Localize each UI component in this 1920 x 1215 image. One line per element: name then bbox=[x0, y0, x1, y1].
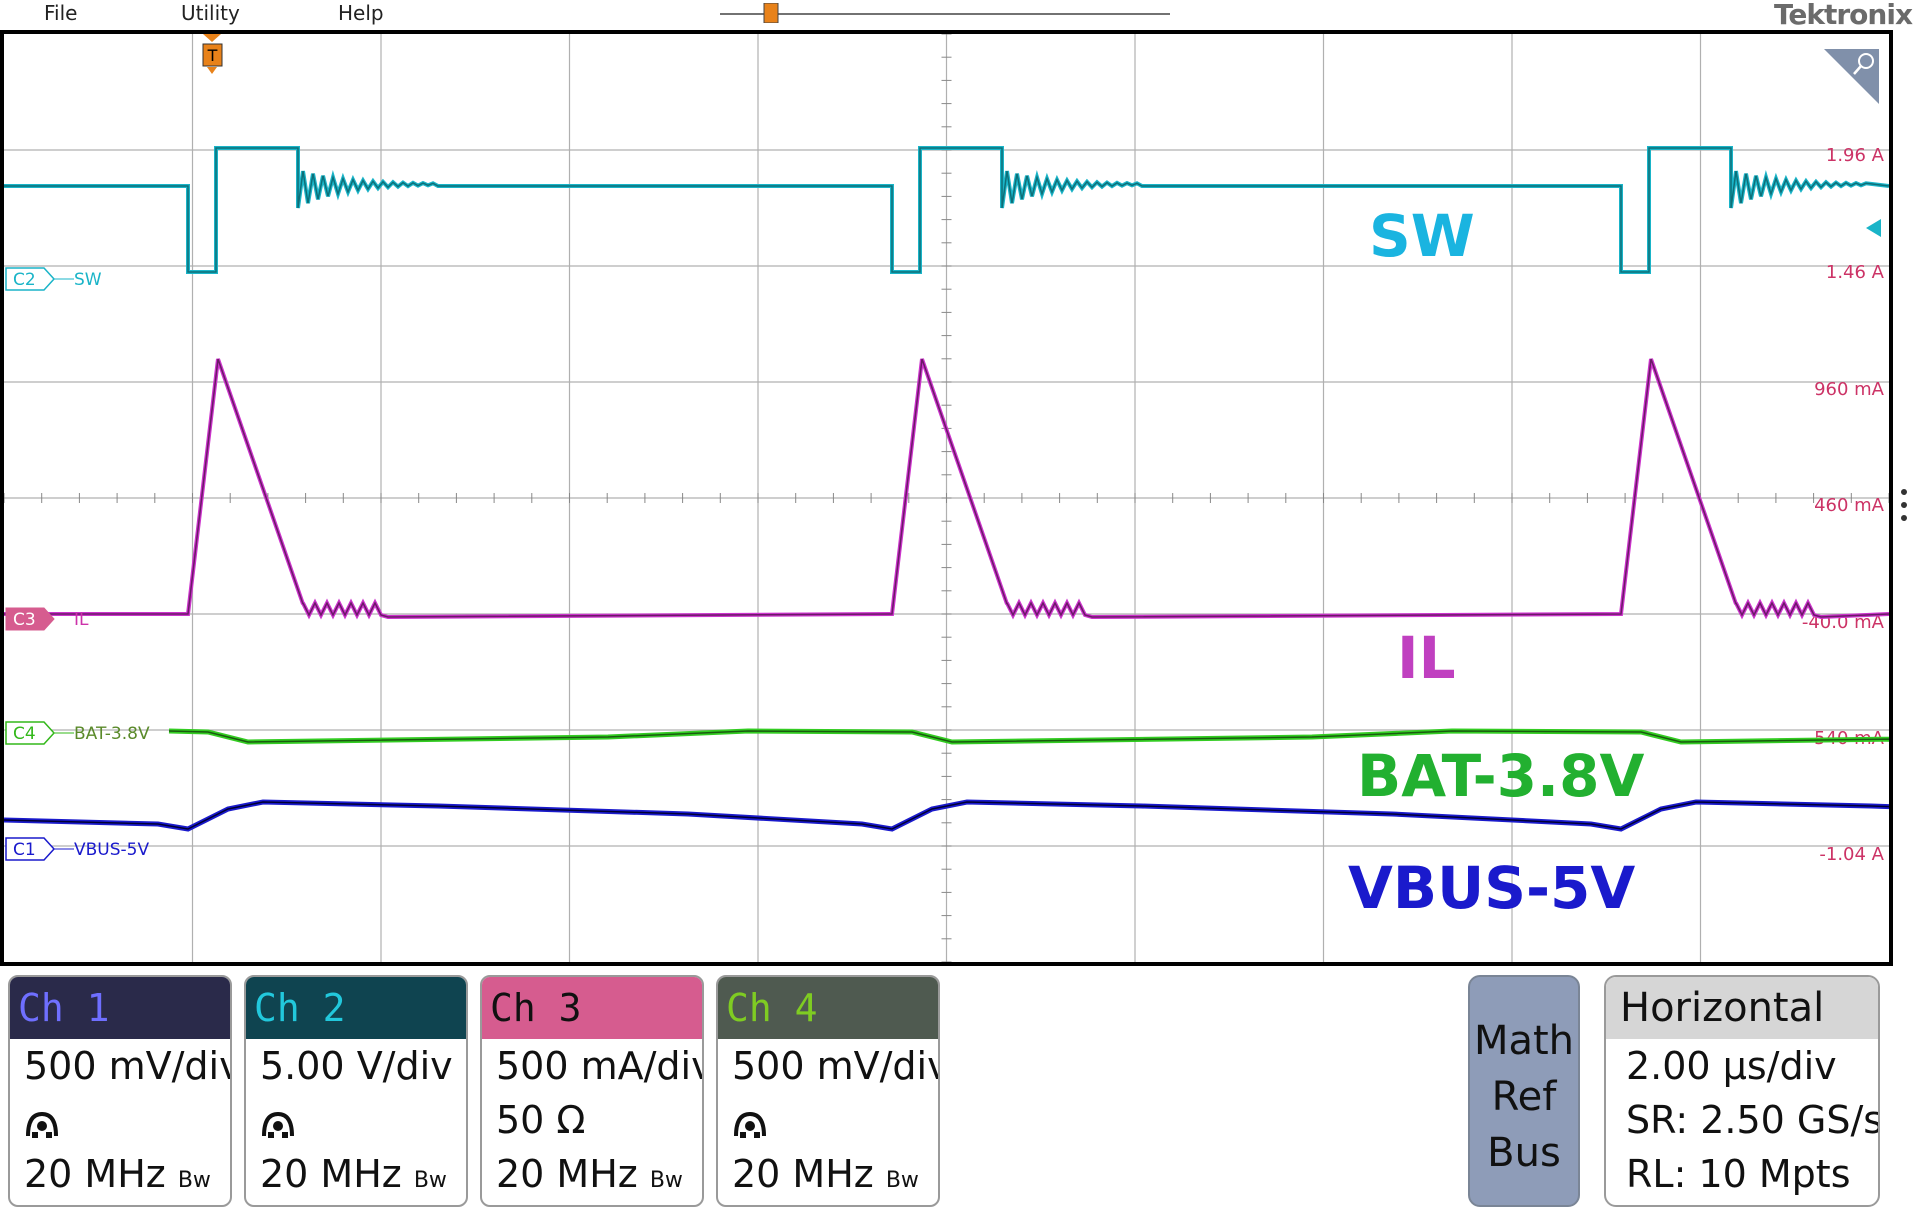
ref-label: Ref bbox=[1491, 1074, 1557, 1120]
horizontal-badge[interactable]: Horizontal 2.00 µs/div SR: 2.50 GS/s RL:… bbox=[1604, 975, 1880, 1207]
channel-tag-c3[interactable]: C3 IL bbox=[5, 607, 89, 631]
badge-scale: 500 mV/div bbox=[732, 1044, 940, 1088]
badge-probe bbox=[10, 1093, 230, 1147]
horizontal-title: Horizontal bbox=[1606, 977, 1878, 1039]
menu-bar: File Utility Help Tektronix bbox=[0, 0, 1920, 31]
badge-bandwidth: 20 MHz Bw bbox=[482, 1147, 702, 1205]
channel-tag-c2-label: C2 bbox=[13, 270, 36, 290]
badge-termination: 50 Ω bbox=[496, 1098, 586, 1142]
scale-label-neg104a: -1.04 A bbox=[1819, 844, 1884, 865]
zoom-magnifier-icon[interactable] bbox=[1824, 49, 1879, 104]
channel-badge-ch4[interactable]: Ch 4 500 mV/div 20 MHz Bw bbox=[716, 975, 940, 1207]
annotation-il: IL bbox=[1397, 624, 1456, 692]
annotation-vbus: VBUS-5V bbox=[1348, 854, 1636, 922]
badge-bandwidth: 20 MHz Bw bbox=[718, 1147, 938, 1205]
waveform-label-bat: BAT-3.8V bbox=[74, 724, 150, 744]
annotation-sw: SW bbox=[1369, 202, 1475, 270]
channel-tag-c3-label: C3 bbox=[13, 610, 36, 630]
waveform-sw-trace bbox=[4, 147, 1889, 273]
trigger-marker-label: T bbox=[207, 46, 218, 65]
badge-scale: 5.00 V/div bbox=[260, 1044, 453, 1088]
scale-label-960ma: 960 mA bbox=[1814, 379, 1885, 400]
badge-bandwidth: 20 MHz Bw bbox=[246, 1147, 466, 1205]
waveform-label-sw: SW bbox=[74, 270, 102, 290]
math-ref-bus-button[interactable]: Math Ref Bus bbox=[1468, 975, 1580, 1207]
horizontal-sample-rate: SR: 2.50 GS/s bbox=[1626, 1098, 1880, 1142]
annotation-bat: BAT-3.8V bbox=[1357, 742, 1645, 810]
waveform-vbus-trace bbox=[4, 801, 1889, 830]
badge-title: Ch 1 bbox=[10, 977, 230, 1039]
bw-limit-icon: Bw bbox=[413, 1168, 447, 1193]
trigger-position-bar[interactable] bbox=[720, 3, 1170, 23]
channel-tag-c1-label: C1 bbox=[13, 840, 36, 860]
badge-probe bbox=[246, 1093, 466, 1147]
waveform-display[interactable]: T 1.96 A 1.46 A 960 mA 460 mA -40.0 mA -… bbox=[0, 30, 1893, 966]
scale-label-196a: 1.96 A bbox=[1826, 145, 1885, 166]
waveform-il-trace bbox=[4, 358, 1889, 618]
badge-title: Ch 2 bbox=[246, 977, 466, 1039]
side-menu-dots-icon[interactable] bbox=[1900, 487, 1908, 527]
scale-labels: 1.96 A 1.46 A 960 mA 460 mA -40.0 mA -54… bbox=[1802, 145, 1885, 865]
horizontal-record-length: RL: 10 Mpts bbox=[1626, 1152, 1851, 1196]
channel-tag-c2[interactable]: C2 SW bbox=[5, 267, 102, 291]
probe-icon bbox=[26, 1111, 58, 1138]
channel-tags: C2 SW C3 IL C4 BAT-3.8V C1 VBUS-5V bbox=[5, 267, 150, 861]
channel-tag-c4[interactable]: C4 BAT-3.8V bbox=[5, 721, 150, 745]
badge-scale: 500 mA/div bbox=[496, 1044, 704, 1088]
trigger-level-arrow-icon bbox=[1866, 219, 1881, 237]
horizontal-scale: 2.00 µs/div bbox=[1626, 1044, 1837, 1088]
waveform-svg: T 1.96 A 1.46 A 960 mA 460 mA -40.0 mA -… bbox=[4, 34, 1889, 962]
waveform-label-vbus: VBUS-5V bbox=[74, 840, 149, 860]
menu-file[interactable]: File bbox=[44, 1, 78, 25]
badge-bandwidth-value: 20 MHz bbox=[24, 1152, 166, 1196]
badge-scale: 500 mV/div bbox=[24, 1044, 232, 1088]
brand-logo: Tektronix bbox=[1773, 0, 1913, 31]
channel-badge-ch3[interactable]: Ch 3 500 mA/div 50 Ω 20 MHz Bw bbox=[480, 975, 704, 1207]
scale-label-146a: 1.46 A bbox=[1826, 262, 1885, 283]
graticule-ticks bbox=[4, 34, 1889, 962]
bw-limit-icon: Bw bbox=[649, 1168, 683, 1193]
channel-badge-ch1[interactable]: Ch 1 500 mV/div 20 MHz Bw bbox=[8, 975, 232, 1207]
badge-bandwidth-value: 20 MHz bbox=[496, 1152, 638, 1196]
badge-title: Ch 4 bbox=[718, 977, 938, 1039]
badge-bandwidth: 20 MHz Bw bbox=[10, 1147, 230, 1205]
waveform-bat-trace bbox=[168, 730, 1889, 743]
bw-limit-icon: Bw bbox=[177, 1168, 211, 1193]
badge-probe bbox=[718, 1093, 938, 1147]
trigger-marker[interactable]: T bbox=[202, 34, 223, 74]
badge-title: Ch 3 bbox=[482, 977, 702, 1039]
bw-limit-icon: Bw bbox=[885, 1168, 919, 1193]
channel-tag-c1[interactable]: C1 VBUS-5V bbox=[5, 837, 149, 861]
channel-badge-ch2[interactable]: Ch 2 5.00 V/div 20 MHz Bw bbox=[244, 975, 468, 1207]
menu-utility[interactable]: Utility bbox=[181, 1, 240, 25]
badge-bandwidth-value: 20 MHz bbox=[260, 1152, 402, 1196]
menu-help[interactable]: Help bbox=[338, 1, 384, 25]
probe-icon bbox=[262, 1111, 294, 1138]
probe-icon bbox=[734, 1111, 766, 1138]
bus-label: Bus bbox=[1487, 1130, 1561, 1176]
scale-label-460ma: 460 mA bbox=[1814, 495, 1885, 516]
waveform-label-il: IL bbox=[74, 610, 89, 630]
badge-bandwidth-value: 20 MHz bbox=[732, 1152, 874, 1196]
channel-tag-c4-label: C4 bbox=[13, 724, 36, 744]
math-label: Math bbox=[1473, 1018, 1575, 1064]
